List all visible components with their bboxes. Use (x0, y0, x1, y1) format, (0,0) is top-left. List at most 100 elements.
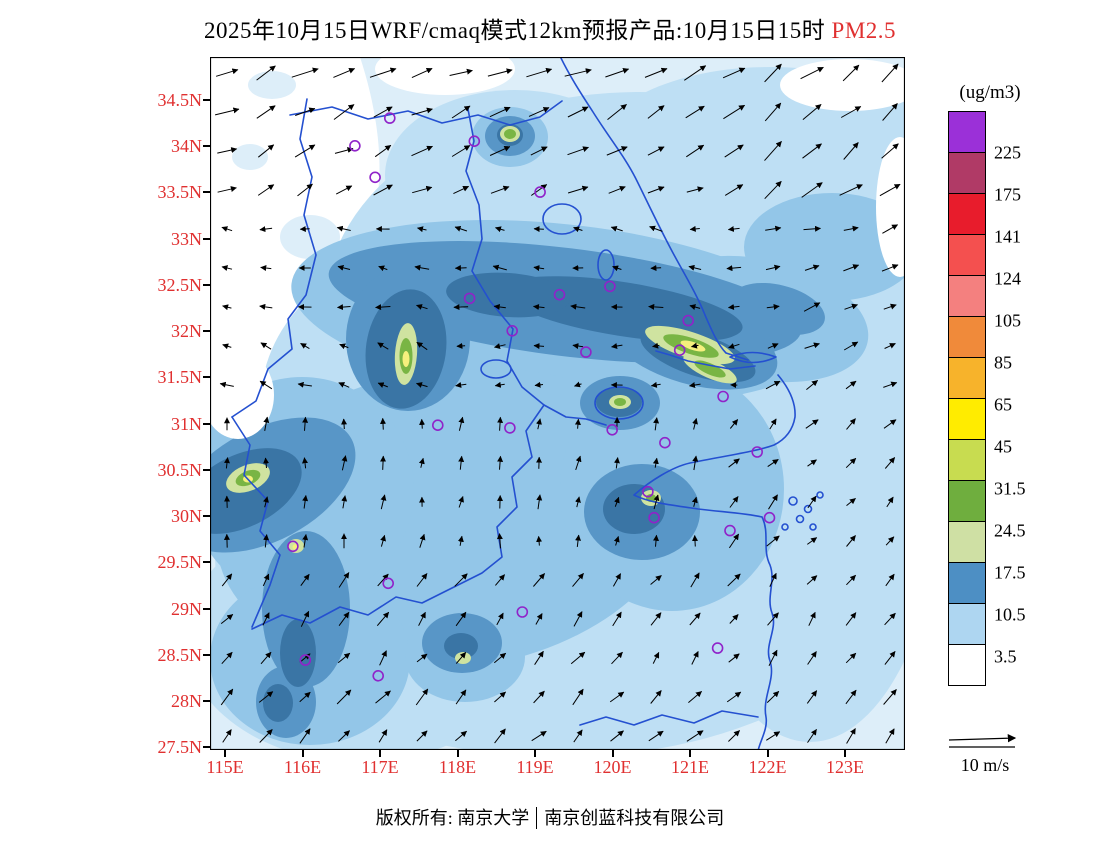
colorbar-level-label: 105 (994, 310, 1021, 331)
wind-arrow (882, 103, 898, 121)
y-axis-tick (203, 191, 210, 194)
station-marker (369, 171, 381, 184)
wind-arrow (729, 419, 739, 429)
wind-arrow (494, 691, 506, 703)
wind-arrow (336, 225, 351, 232)
copyright-company: 南京创蓝科技有限公司 (544, 808, 725, 828)
wind-arrow (458, 496, 464, 508)
wind-arrow (611, 651, 623, 665)
station-marker (287, 540, 299, 553)
wind-arrow (843, 341, 859, 351)
wind-arrow (416, 382, 428, 388)
y-axis-tick (203, 746, 210, 749)
wind-arrow (380, 455, 387, 470)
colorbar-cell (948, 439, 986, 481)
wind-arrow (302, 457, 308, 469)
wind-arrow (885, 536, 895, 546)
wind-arrow (379, 417, 386, 430)
wind-arrow (536, 418, 542, 430)
colorbar-cell (948, 357, 986, 399)
colorbar-cell (948, 480, 986, 522)
station-marker (553, 288, 566, 301)
wind-arrow (417, 226, 427, 233)
y-axis-tick (203, 468, 210, 471)
colorbar-level-label: 85 (994, 352, 1012, 373)
wind-arrow (338, 382, 350, 388)
wind-arrow (222, 729, 232, 743)
x-axis-label: 119E (516, 757, 554, 777)
wind-arrow (414, 264, 430, 271)
wind-arrow (722, 67, 746, 79)
wind-arrow (691, 342, 699, 349)
wind-arrow (609, 691, 625, 703)
wind-arrow (302, 534, 309, 548)
wind-arrow (263, 416, 270, 431)
colorbar-level-label: 225 (994, 142, 1021, 163)
y-axis-label: 30N (171, 506, 202, 527)
wind-arrow (686, 730, 704, 742)
wind-arrow (302, 416, 309, 431)
wind-arrow (222, 304, 232, 311)
wind-arrow (496, 533, 503, 549)
wind-arrow (294, 144, 316, 158)
wind-arrow (260, 651, 272, 665)
wind-arrow (496, 612, 504, 626)
wind-arrow (808, 611, 816, 626)
wind-arrow (454, 573, 468, 587)
wind-arrow (530, 146, 548, 156)
wind-arrow (606, 146, 628, 156)
wind-arrow (291, 67, 319, 78)
wind-legend: 10 m/s (943, 733, 1033, 777)
station-marker (648, 511, 660, 524)
wind-arrow (726, 691, 742, 703)
wind-arrow (692, 535, 698, 547)
wind-vector-field (214, 63, 901, 744)
wind-arrow (455, 689, 467, 705)
wind-arrow (221, 226, 233, 232)
wind-arrow (840, 106, 862, 118)
border-zhejiang-anhui-jiangxi (251, 404, 545, 630)
wind-arrow (689, 382, 701, 388)
wind-arrow (416, 341, 428, 351)
colorbar-cell (948, 234, 986, 276)
wind-arrow (262, 612, 270, 626)
colorbar-level-label: 24.5 (994, 520, 1026, 541)
chongming-island (729, 351, 777, 364)
wind-arrow (728, 730, 740, 742)
wind-arrow (884, 457, 896, 469)
wind-arrow (497, 416, 504, 431)
colorbar-cell (948, 275, 986, 317)
wind-arrow (260, 265, 272, 271)
wind-arrow (653, 534, 660, 547)
wind-arrow (614, 457, 620, 469)
y-axis-label: 32.5N (157, 274, 203, 295)
wind-arrow (455, 652, 467, 664)
y-axis-tick (203, 283, 210, 286)
colorbar-level-label: 141 (994, 226, 1021, 247)
x-axis-label: 122E (748, 757, 787, 777)
border-southwest (231, 416, 281, 628)
station-marker (384, 112, 396, 124)
colorbar-cell (948, 193, 986, 235)
x-axis-label: 115E (206, 757, 244, 777)
wind-arrow (648, 730, 664, 742)
wind-arrow (766, 535, 780, 547)
wind-arrow (605, 67, 630, 78)
wind-arrow (727, 573, 741, 587)
wind-arrow (217, 147, 238, 154)
wind-arrow (494, 343, 506, 349)
wind-reference-arrow-icon (948, 734, 1017, 748)
wind-arrow (419, 418, 426, 429)
station-marker (504, 422, 516, 434)
wind-arrow (802, 104, 822, 120)
contour-white-patches (210, 57, 905, 439)
wind-arrow (297, 183, 313, 197)
wind-arrow (650, 690, 662, 704)
x-axis-tick (689, 750, 691, 757)
wind-arrow (300, 573, 310, 586)
wind-arrow (764, 141, 782, 161)
wind-arrow (608, 185, 626, 194)
colorbar-cell (948, 521, 986, 563)
wind-arrow (494, 381, 505, 388)
colorbar-level-label: 45 (994, 436, 1012, 457)
